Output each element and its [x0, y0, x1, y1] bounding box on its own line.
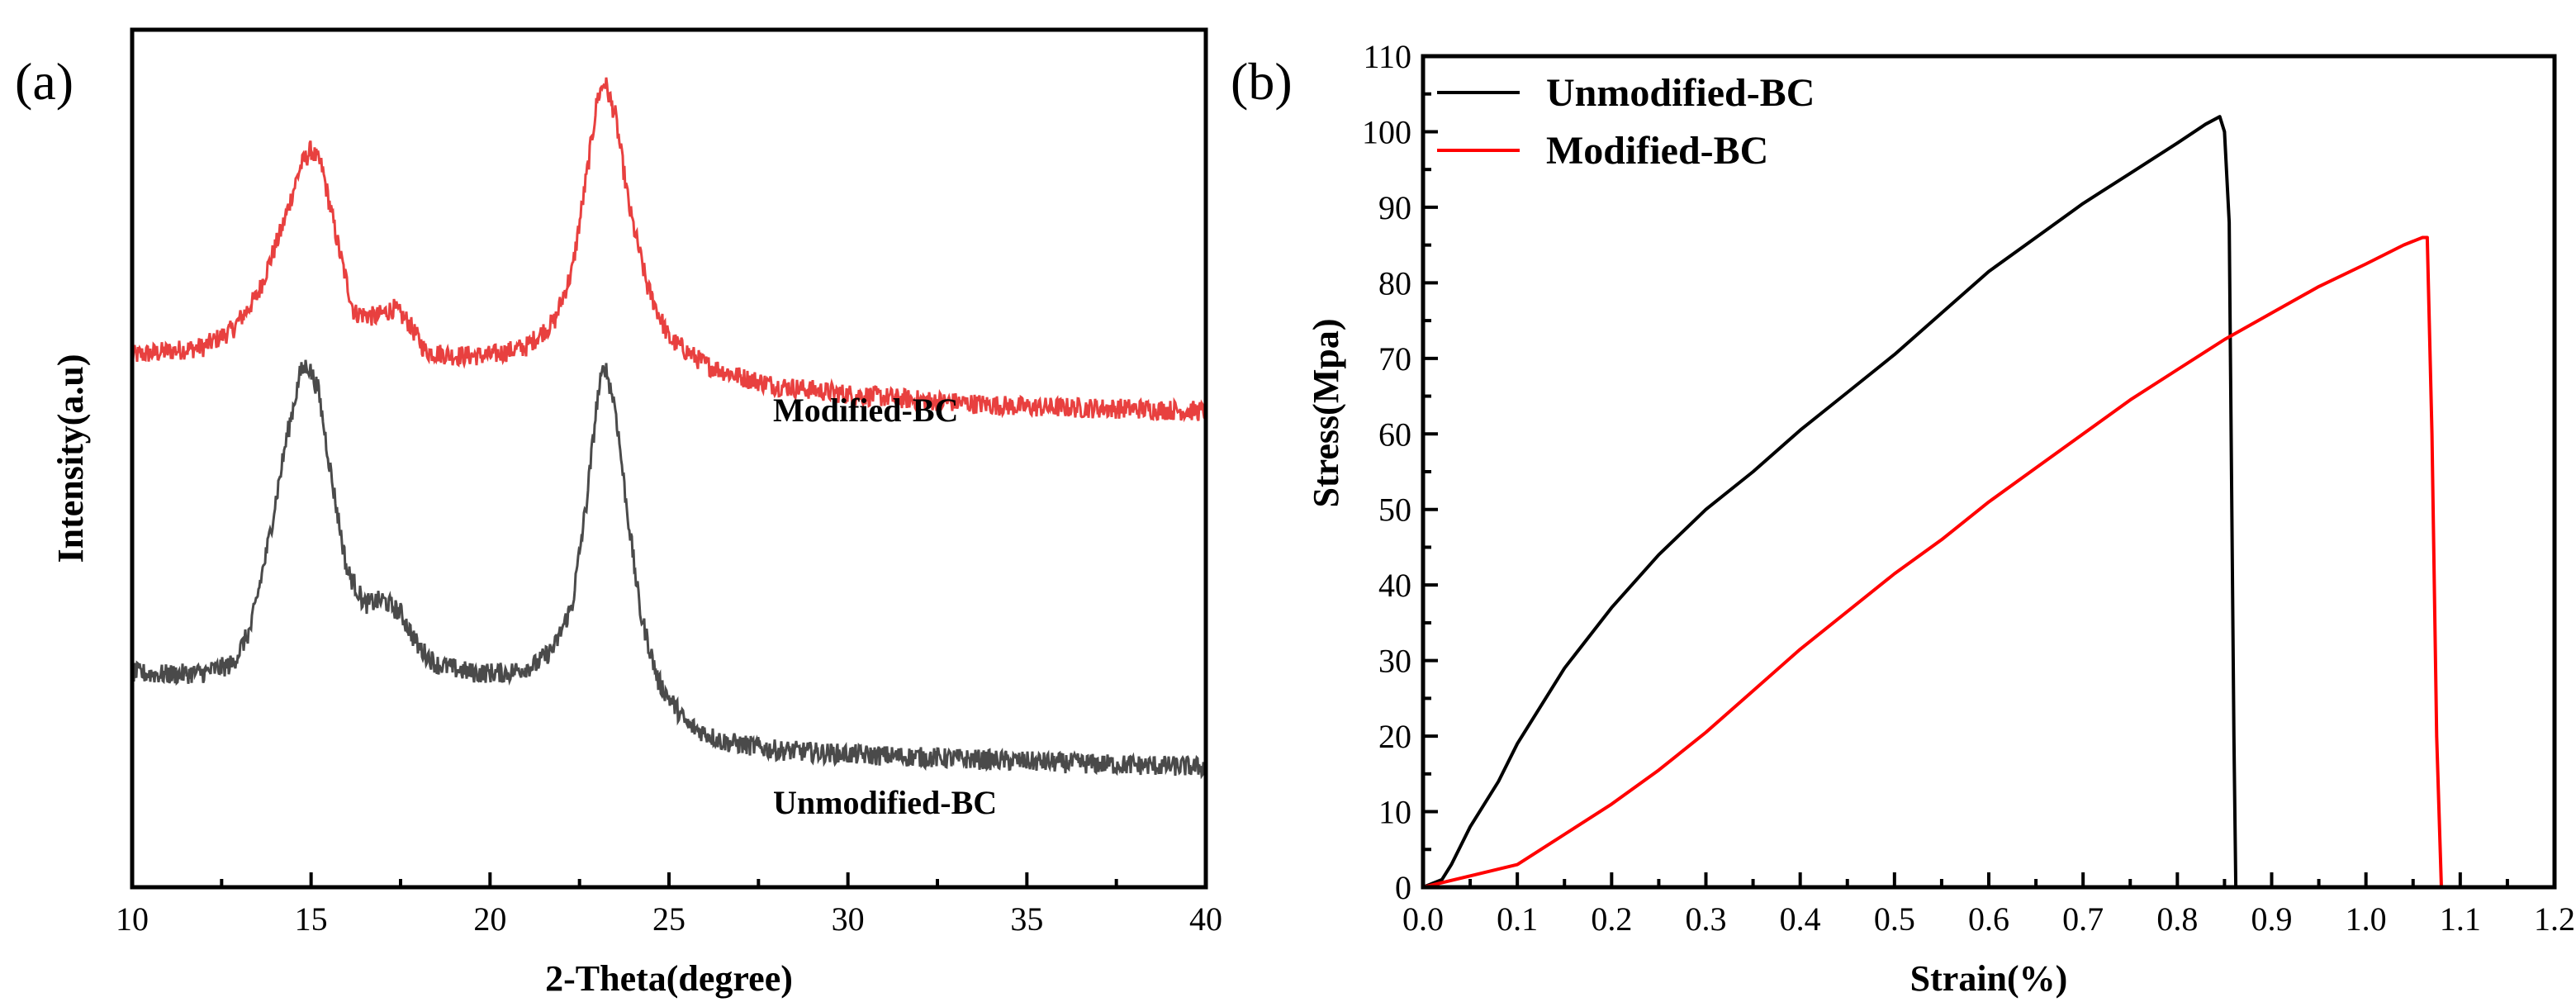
panel-b-axes: 0.0 0.1 0.2 0.3 0.4 0.5 0.6 0.7 0.8 0.9 1.0 1.1 1.2 0… — [1362, 38, 2575, 938]
series-line-unmodified-bc — [130, 359, 1207, 780]
panel-b-x-axis-title: Strain(%) — [1910, 958, 2068, 999]
y-tick-label: 80 — [1378, 264, 1411, 302]
x-tick-label: 35 — [1010, 900, 1043, 938]
y-tick-label: 40 — [1378, 567, 1411, 604]
panel-b-series-group — [1422, 115, 2443, 889]
x-tick-label: 0.8 — [2156, 900, 2198, 938]
x-tick-label: 25 — [652, 900, 686, 938]
legend-label-unmodified-bc: Unmodified-BC — [1546, 71, 1815, 115]
y-tick-label: 100 — [1362, 113, 1411, 150]
y-tick-label: 10 — [1378, 794, 1411, 831]
series-line-modified-bc — [1422, 235, 2443, 889]
x-tick-label: 1.2 — [2534, 900, 2575, 938]
x-tick-label: 0.9 — [2251, 900, 2293, 938]
x-tick-label: 0.0 — [1402, 900, 1444, 938]
x-tick-label: 0.1 — [1497, 900, 1538, 938]
series-line-modified-bc — [130, 77, 1207, 423]
y-tick-label: 0 — [1395, 869, 1411, 906]
x-tick-label: 0.3 — [1686, 900, 1727, 938]
x-tick-label: 1.0 — [2346, 900, 2387, 938]
panel-b-frame — [1421, 54, 2557, 890]
y-tick-label: 20 — [1378, 718, 1411, 755]
panel-b-legend: Unmodified-BC Modified-BC — [1437, 71, 1815, 173]
y-tick-label: 50 — [1378, 492, 1411, 529]
x-tick-label: 20 — [473, 900, 506, 938]
x-tick-label: 1.1 — [2440, 900, 2481, 938]
x-tick-label: 10 — [116, 900, 149, 938]
panel-a-x-axis-title: 2-Theta(degree) — [545, 958, 793, 999]
panel-b-y-axis-title: Stress(Mpa) — [1306, 319, 1346, 508]
x-tick-label: 0.4 — [1780, 900, 1821, 938]
x-tick-label: 0.5 — [1874, 900, 1915, 938]
x-tick-label: 15 — [295, 900, 328, 938]
y-tick-label: 90 — [1378, 189, 1411, 226]
x-tick-label: 0.6 — [1968, 900, 2009, 938]
y-tick-label: 70 — [1378, 340, 1411, 378]
legend-label-modified-bc: Modified-BC — [1546, 129, 1768, 173]
x-tick-label: 0.2 — [1591, 900, 1632, 938]
series-label-unmodified-bc: Unmodified-BC — [773, 784, 997, 821]
panel-a-label: (a) — [15, 52, 74, 111]
panel-a-series-group — [130, 77, 1207, 780]
panel-b-label: (b) — [1231, 52, 1293, 111]
y-tick-label: 110 — [1363, 38, 1411, 75]
y-tick-label: 30 — [1378, 643, 1411, 680]
series-line-unmodified-bc — [1422, 115, 2238, 889]
panel-a-x-axis: 10 15 20 25 30 35 40 — [116, 872, 1222, 938]
y-tick-label: 60 — [1378, 416, 1411, 453]
x-tick-label: 30 — [832, 900, 865, 938]
panel-a-y-axis-title: Intensity(a.u) — [50, 354, 91, 563]
x-tick-label: 40 — [1189, 900, 1222, 938]
panel-b: (b) 0.0 0.1 0.2 0.3 0.4 0.5 0.6 0.7 0.8 0.9 1.0 1.1… — [1231, 38, 2575, 999]
series-label-modified-bc: Modified-BC — [773, 392, 958, 429]
x-tick-label: 0.7 — [2062, 900, 2104, 938]
panel-a: (a) 10 15 20 25 30 35 40 Modified-BC Unmodifie… — [15, 27, 1222, 999]
